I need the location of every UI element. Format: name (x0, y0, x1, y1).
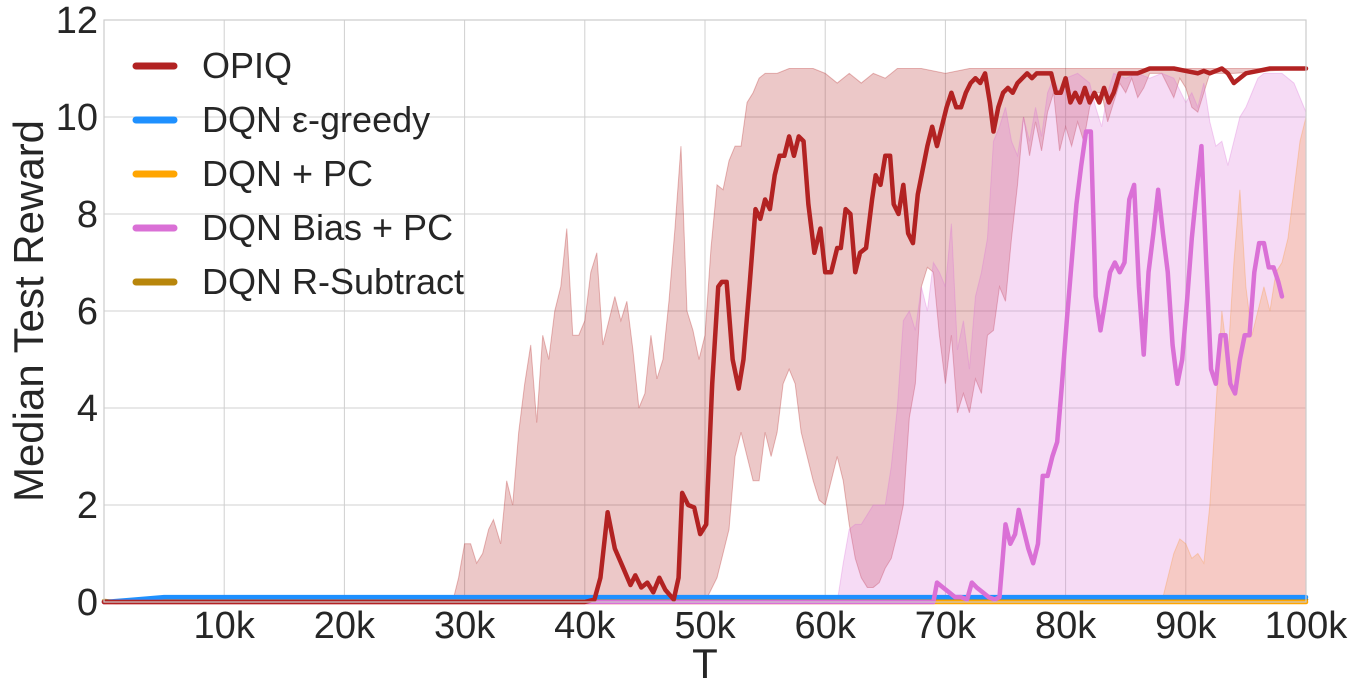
x-tick-label: 100k (1265, 605, 1348, 647)
legend-label: DQN ε-greedy (202, 99, 430, 140)
tick-labels: 10k 20k 30k 40k 50k 60k 70k 80k 90k 100k 0 2 4 6 8 10 12 (56, 0, 1348, 647)
dqn-bias-pc-band (104, 72, 1307, 603)
x-tick-label: 60k (795, 605, 857, 647)
y-tick-label: 2 (77, 485, 98, 527)
x-tick-label: 80k (1035, 605, 1097, 647)
x-tick-label: 30k (434, 605, 496, 647)
y-tick-label: 8 (77, 194, 98, 236)
legend-label: DQN + PC (202, 153, 373, 194)
y-tick-label: 10 (56, 97, 98, 139)
y-tick-label: 6 (77, 291, 98, 333)
x-tick-label: 50k (674, 605, 736, 647)
x-tick-label: 40k (554, 605, 616, 647)
opiq-line (101, 66, 1309, 605)
confidence-bands (104, 68, 1307, 603)
plot-frame (103, 19, 1307, 603)
legend-label: DQN R-Subtract (202, 261, 464, 302)
y-tick-label: 4 (77, 388, 98, 430)
x-tick-label: 70k (915, 605, 977, 647)
y-axis-title: Median Test Reward (5, 120, 52, 502)
x-tick-label: 90k (1155, 605, 1217, 647)
opiq-band (104, 68, 1307, 603)
x-tick-label: 10k (194, 605, 256, 647)
x-tick-label: 20k (314, 605, 376, 647)
legend-label: DQN Bias + PC (202, 207, 453, 248)
y-tick-label: 12 (56, 0, 98, 42)
legend-label: OPIQ (202, 45, 292, 86)
y-tick-label: 0 (77, 582, 98, 624)
dqn-pc-band (104, 116, 1307, 603)
x-axis-title: T (692, 640, 718, 687)
legend: OPIQ DQN ε-greedy DQN + PC DQN Bias + PC DQN… (132, 45, 464, 302)
dqn-bias-pc-line (101, 129, 1285, 605)
